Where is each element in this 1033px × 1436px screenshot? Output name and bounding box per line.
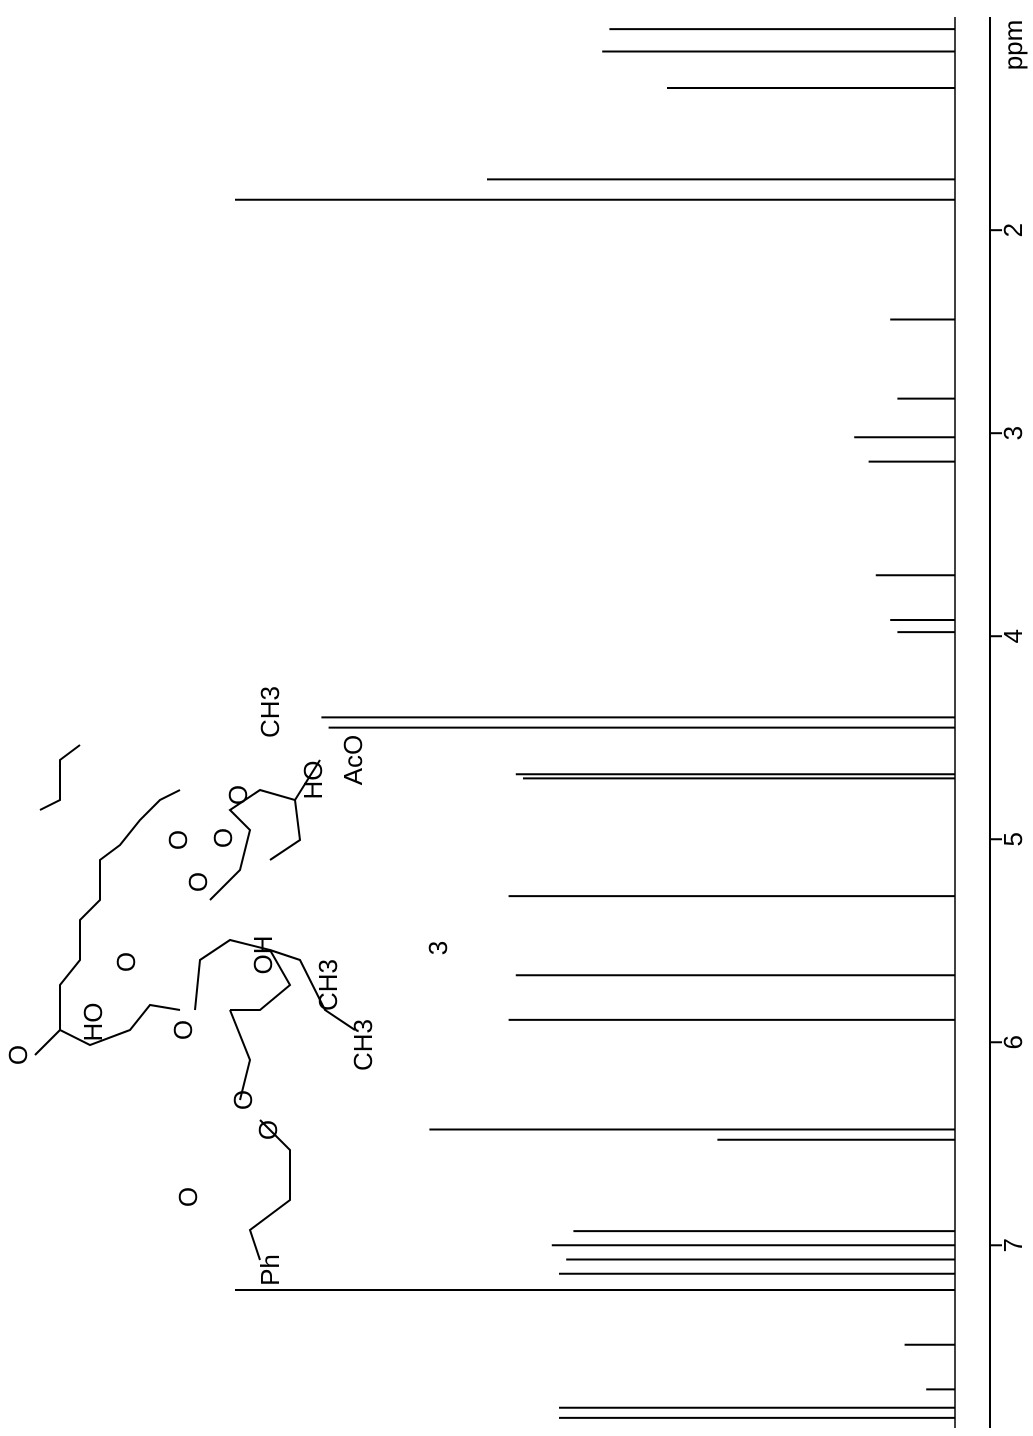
structure-label: O [253, 1120, 283, 1140]
x-tick-label: 4 [998, 629, 1028, 643]
structure-label: CH3 [313, 959, 343, 1011]
structure-label: AcO [338, 735, 368, 786]
structure-label: O [168, 1020, 198, 1040]
structure-label: O [183, 872, 213, 892]
structure-label: O [111, 952, 141, 972]
x-tick-label: 2 [998, 223, 1028, 237]
x-tick-label: 7 [998, 1238, 1028, 1252]
x-tick-label: 6 [998, 1035, 1028, 1049]
structure-label: CH3 [255, 686, 285, 738]
compound-label: 3 [423, 941, 453, 955]
structure-label: O [208, 828, 238, 848]
x-tick-label: 3 [998, 426, 1028, 440]
x-tick-label: 5 [998, 832, 1028, 846]
x-axis-title: ppm [998, 20, 1028, 71]
structure-label: O [3, 1045, 33, 1065]
structure-label: O [223, 785, 253, 805]
structure-label: O [228, 1090, 258, 1110]
structure-label: HO [298, 761, 328, 800]
structure-label: CH3 [348, 1019, 378, 1071]
structure-label: OH [248, 936, 278, 975]
structure-label: O [173, 1187, 203, 1207]
structure-label: HO [78, 1003, 108, 1042]
structure-label: Ph [255, 1254, 285, 1286]
structure-skeleton [34, 744, 356, 1261]
structure-label: O [163, 830, 193, 850]
